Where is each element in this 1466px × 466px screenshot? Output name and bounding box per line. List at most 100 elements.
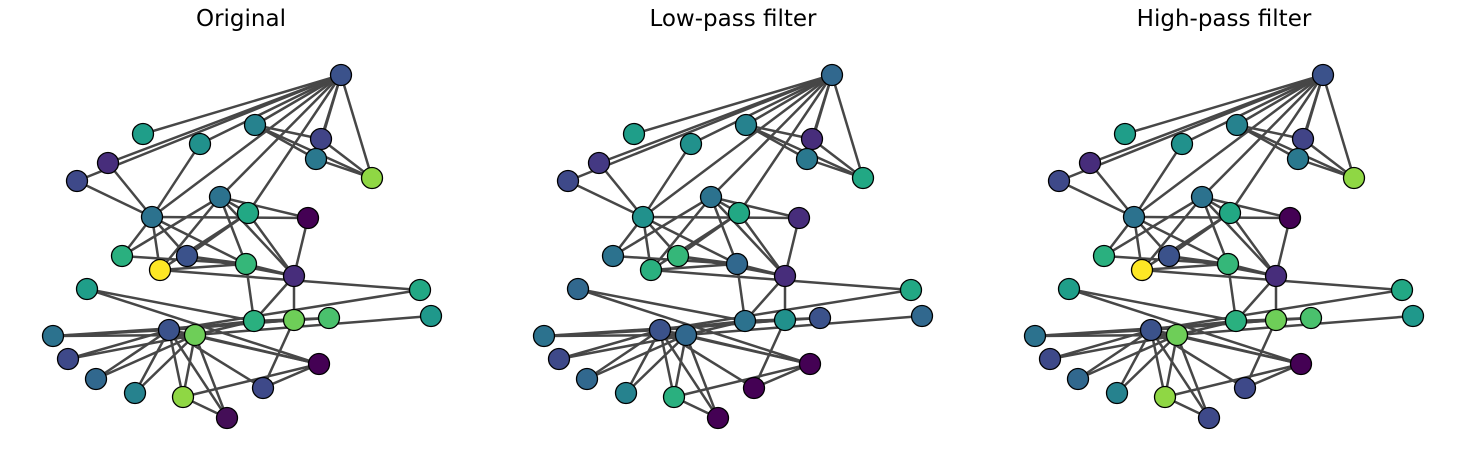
graph-node-n5 — [188, 132, 212, 156]
graph-edge — [685, 314, 923, 337]
graph-node-n29 — [547, 347, 571, 371]
graph-node-n29 — [1038, 347, 1062, 371]
graph-node-n28 — [532, 324, 556, 348]
graph-edge — [1058, 179, 1135, 219]
graph-edge — [1321, 74, 1356, 179]
graph-node-n18 — [733, 309, 757, 333]
graph-node-n3 — [795, 147, 819, 171]
graph-node-n23 — [1401, 304, 1425, 328]
graph-node-n19 — [566, 277, 590, 301]
graph-edge — [1133, 215, 1229, 266]
graph-node-n4 — [1342, 166, 1366, 190]
graph-node-n13 — [601, 244, 625, 268]
graph-node-n21 — [1299, 306, 1323, 330]
graph-edge — [641, 143, 693, 218]
graph-edge — [1068, 287, 1237, 323]
graph-edge — [1149, 329, 1211, 419]
graph-edge — [830, 74, 865, 179]
graph-edge — [737, 212, 787, 277]
graph-edge — [577, 287, 746, 323]
graph-node-n14 — [175, 244, 199, 268]
graph-node-n19 — [75, 277, 99, 301]
graph-edge — [199, 73, 342, 146]
graph-edge — [194, 333, 320, 366]
graph-node-n16 — [1216, 252, 1240, 276]
graph-node-n0 — [329, 63, 353, 87]
graph-edge — [76, 179, 153, 219]
graph-node-n19 — [1057, 277, 1081, 301]
graph-node-n15 — [1130, 258, 1154, 282]
graph-edge — [642, 74, 833, 218]
graph-node-n28 — [1023, 324, 1047, 348]
graph-panel-2 — [1023, 63, 1425, 430]
graph-edge — [1149, 329, 1167, 398]
graph-node-n32 — [662, 385, 686, 409]
graph-edge — [1176, 314, 1414, 337]
graph-edge — [1200, 196, 1230, 265]
graph-node-n20 — [1264, 308, 1288, 332]
graph-node-n25 — [1165, 323, 1189, 347]
graph-edge — [167, 329, 185, 398]
graph-node-n27 — [742, 376, 766, 400]
graph-edge — [710, 196, 786, 277]
graph-edge — [690, 73, 833, 146]
graph-edge — [642, 215, 738, 266]
graph-node-n1 — [309, 127, 333, 151]
graph-edge — [737, 74, 834, 214]
graph-edge — [1181, 73, 1324, 146]
graph-node-n12 — [787, 206, 811, 230]
graph-node-n11 — [140, 205, 164, 229]
graph-node-n20 — [773, 308, 797, 332]
graph-node-n31 — [1105, 381, 1129, 405]
graph-edge — [633, 73, 833, 136]
graph-edge — [219, 196, 295, 277]
graph-node-n16 — [725, 252, 749, 276]
graph-node-n7 — [96, 151, 120, 175]
graph-edge — [1077, 333, 1178, 381]
graph-edge — [219, 74, 342, 198]
graph-node-n32 — [1153, 385, 1177, 409]
graph-edge — [142, 73, 342, 136]
graph-node-n23 — [910, 304, 934, 328]
graph-node-n26 — [1289, 352, 1313, 376]
graph-edge — [673, 362, 811, 399]
graph-node-n1 — [1291, 127, 1315, 151]
graph-node-n6 — [131, 122, 155, 146]
graph-edge — [194, 314, 432, 337]
graph-node-n30 — [84, 367, 108, 391]
graph-edge — [1124, 73, 1324, 136]
graph-edge — [1132, 143, 1184, 218]
graph-node-n13 — [110, 244, 134, 268]
graph-node-n7 — [587, 151, 611, 175]
graph-edge — [1236, 123, 1304, 141]
graph-node-n2 — [734, 113, 758, 137]
graph-edge — [193, 334, 229, 419]
graph-node-n12 — [296, 206, 320, 230]
graph-edge — [159, 262, 247, 272]
graph-edge — [1175, 334, 1211, 419]
graph-node-n11 — [1122, 205, 1146, 229]
graph-edge — [625, 334, 687, 394]
graph-node-n31 — [123, 381, 147, 405]
graph-edge — [710, 74, 833, 198]
graph-edge — [745, 123, 813, 141]
graph-node-n33 — [1197, 406, 1221, 430]
graph-edge — [254, 123, 322, 141]
graph-edge — [1228, 212, 1278, 277]
graph-node-n6 — [1113, 122, 1137, 146]
graph-node-n20 — [282, 308, 306, 332]
graph-edge — [642, 215, 800, 220]
graph-edge — [709, 196, 739, 265]
graph-node-n25 — [674, 323, 698, 347]
graph-edge — [107, 162, 153, 218]
graph-edge — [95, 333, 196, 381]
graph-edge — [1201, 74, 1324, 198]
graph-edge — [1201, 195, 1291, 220]
graph-edge — [134, 334, 196, 394]
graph-node-n17 — [773, 264, 797, 288]
graph-node-n8 — [1047, 169, 1071, 193]
graph-node-n18 — [1224, 309, 1248, 333]
graph-node-n23 — [419, 304, 443, 328]
graph-edge — [1201, 196, 1277, 277]
graph-edge — [219, 195, 309, 220]
